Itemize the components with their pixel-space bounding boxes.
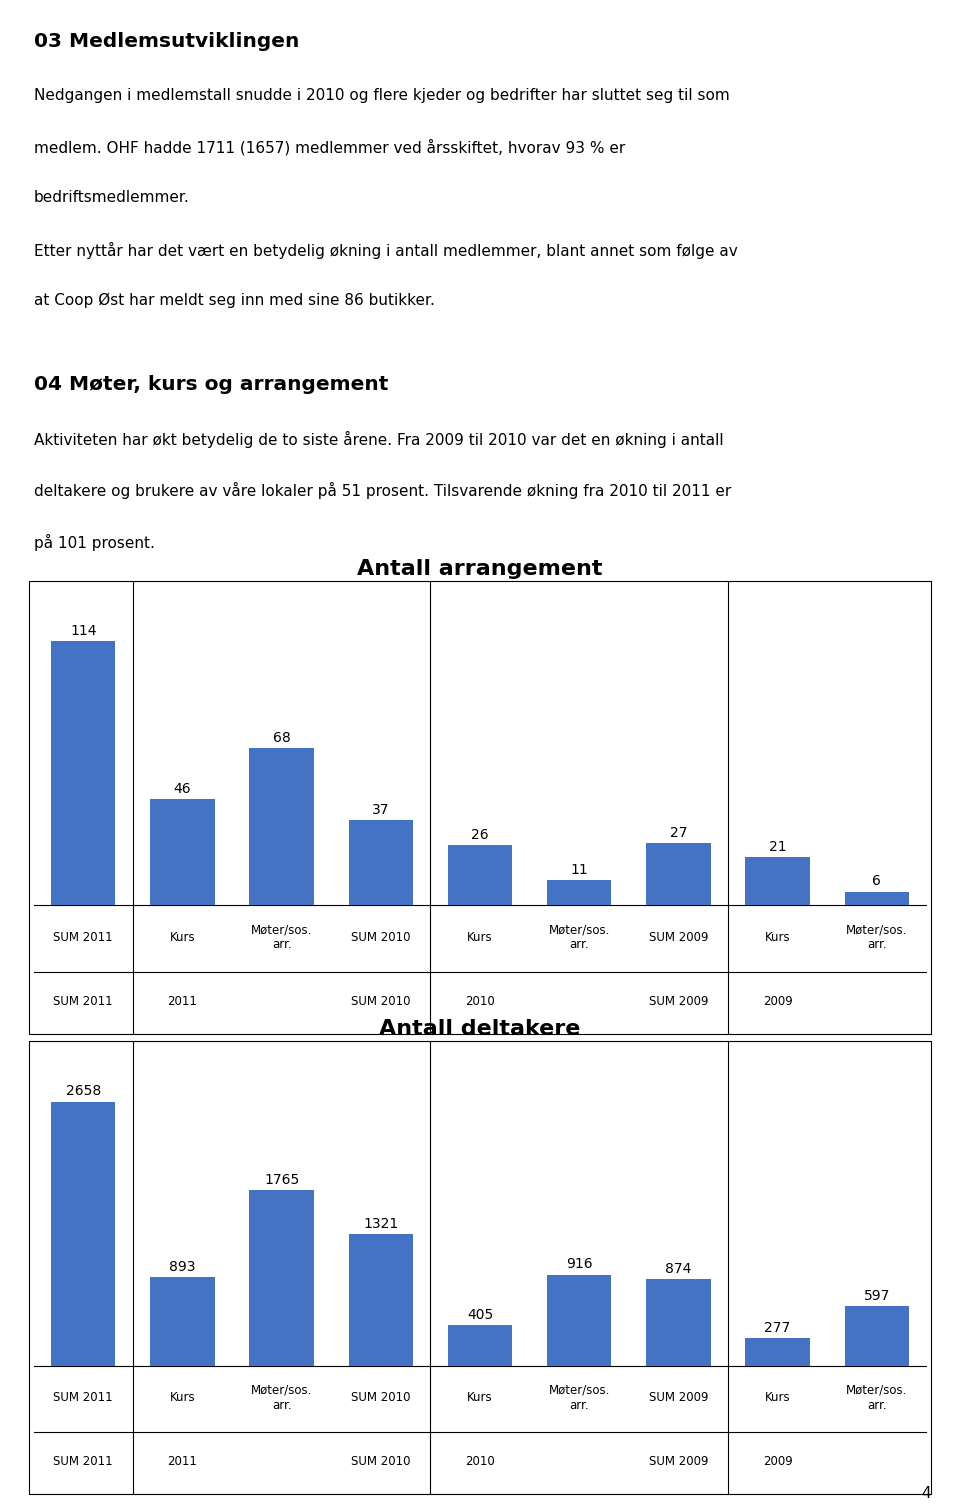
Text: Møter/sos.
arr.: Møter/sos. arr. [251, 1384, 312, 1412]
Title: Antall deltakere: Antall deltakere [379, 1019, 581, 1038]
Text: 37: 37 [372, 803, 390, 816]
Text: 2011: 2011 [167, 1455, 198, 1468]
Bar [150, 798, 215, 905]
Text: 68: 68 [273, 730, 291, 745]
Text: 893: 893 [169, 1260, 196, 1274]
Text: Møter/sos.
arr.: Møter/sos. arr. [548, 1384, 610, 1412]
Text: Kurs: Kurs [468, 1391, 492, 1405]
Text: 04 Møter, kurs og arrangement: 04 Møter, kurs og arrangement [34, 376, 388, 394]
Bar [845, 1307, 909, 1366]
Text: 874: 874 [665, 1262, 691, 1275]
Bar [250, 1191, 314, 1366]
Text: 2010: 2010 [466, 994, 494, 1008]
Text: Møter/sos.
arr.: Møter/sos. arr. [548, 924, 610, 952]
Text: SUM 2010: SUM 2010 [351, 1455, 411, 1468]
Text: SUM 2009: SUM 2009 [649, 994, 708, 1008]
Text: 26: 26 [471, 828, 489, 842]
Text: 46: 46 [174, 782, 191, 795]
Text: Kurs: Kurs [765, 931, 790, 945]
Text: Kurs: Kurs [765, 1391, 790, 1405]
Text: SUM 2011: SUM 2011 [54, 1391, 113, 1405]
Bar [745, 1338, 810, 1366]
Text: Møter/sos.
arr.: Møter/sos. arr. [846, 924, 907, 952]
Text: 2011: 2011 [167, 994, 198, 1008]
Text: 277: 277 [764, 1320, 791, 1335]
Text: Kurs: Kurs [468, 931, 492, 945]
Text: medlem. OHF hadde 1711 (1657) medlemmer ved årsskiftet, hvorav 93 % er: medlem. OHF hadde 1711 (1657) medlemmer … [34, 139, 625, 155]
Text: 27: 27 [670, 825, 687, 839]
Text: Aktiviteten har økt betydelig de to siste årene. Fra 2009 til 2010 var det en øk: Aktiviteten har økt betydelig de to sist… [34, 432, 723, 448]
Text: 2658: 2658 [65, 1085, 101, 1099]
Text: SUM 2009: SUM 2009 [649, 1455, 708, 1468]
Text: Kurs: Kurs [170, 1391, 195, 1405]
Text: 405: 405 [467, 1308, 493, 1322]
Bar [646, 844, 710, 905]
Text: 597: 597 [864, 1289, 890, 1304]
Text: deltakere og brukere av våre lokaler på 51 prosent. Tilsvarende økning fra 2010 : deltakere og brukere av våre lokaler på … [34, 483, 731, 499]
Text: SUM 2009: SUM 2009 [649, 931, 708, 945]
Bar [447, 845, 513, 905]
Bar [51, 641, 115, 905]
Text: Møter/sos.
arr.: Møter/sos. arr. [251, 924, 312, 952]
Text: 114: 114 [70, 625, 96, 638]
Text: at Coop Øst har meldt seg inn med sine 86 butikker.: at Coop Øst har meldt seg inn med sine 8… [34, 293, 435, 308]
Text: på 101 prosent.: på 101 prosent. [34, 534, 155, 551]
Text: SUM 2010: SUM 2010 [351, 931, 411, 945]
Text: 6: 6 [873, 874, 881, 889]
Text: 21: 21 [769, 839, 786, 854]
Text: SUM 2010: SUM 2010 [351, 994, 411, 1008]
Text: Møter/sos.
arr.: Møter/sos. arr. [846, 1384, 907, 1412]
Bar [348, 1234, 413, 1366]
Bar [150, 1277, 215, 1366]
Bar [447, 1325, 513, 1366]
Text: SUM 2011: SUM 2011 [54, 1455, 113, 1468]
Text: SUM 2009: SUM 2009 [649, 1391, 708, 1405]
Text: SUM 2011: SUM 2011 [54, 994, 113, 1008]
Bar [547, 880, 612, 905]
Text: Etter nyttår har det vært en betydelig økning i antall medlemmer, blant annet so: Etter nyttår har det vært en betydelig ø… [34, 241, 737, 258]
Bar [646, 1278, 710, 1366]
Text: 03 Medlemsutviklingen: 03 Medlemsutviklingen [34, 32, 299, 51]
Text: 2009: 2009 [763, 994, 792, 1008]
Text: 2009: 2009 [763, 1455, 792, 1468]
Bar [250, 748, 314, 905]
Text: 1321: 1321 [363, 1218, 398, 1231]
Bar [745, 857, 810, 905]
Text: 916: 916 [565, 1257, 592, 1272]
Text: SUM 2011: SUM 2011 [54, 931, 113, 945]
Bar [51, 1102, 115, 1366]
Title: Antall arrangement: Antall arrangement [357, 558, 603, 578]
Text: 1765: 1765 [264, 1172, 300, 1188]
Text: bedriftsmedlemmer.: bedriftsmedlemmer. [34, 190, 189, 205]
Text: Kurs: Kurs [170, 931, 195, 945]
Text: 4: 4 [922, 1486, 931, 1501]
Text: 2010: 2010 [466, 1455, 494, 1468]
Bar [547, 1275, 612, 1366]
Text: SUM 2010: SUM 2010 [351, 1391, 411, 1405]
Bar [845, 892, 909, 905]
Text: Nedgangen i medlemstall snudde i 2010 og flere kjeder og bedrifter har sluttet s: Nedgangen i medlemstall snudde i 2010 og… [34, 88, 730, 103]
Bar [348, 819, 413, 905]
Text: 11: 11 [570, 863, 588, 877]
